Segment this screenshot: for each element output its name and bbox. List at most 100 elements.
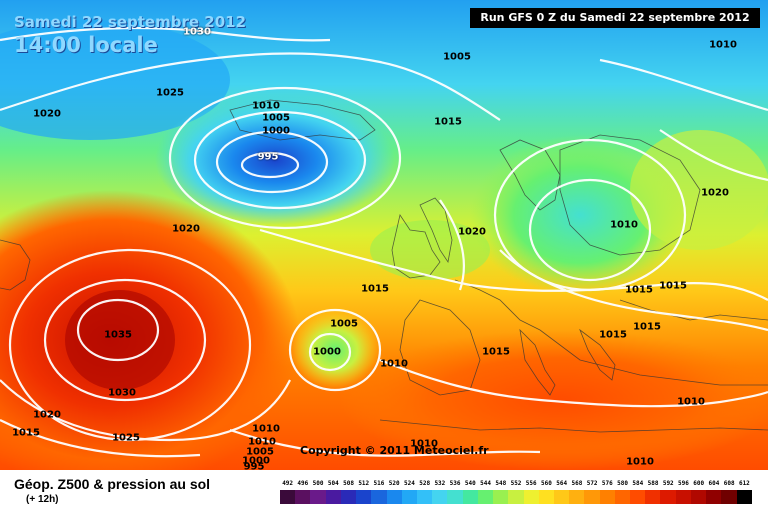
color-scale-cell bbox=[432, 490, 448, 504]
color-scale-cell bbox=[371, 490, 387, 504]
isobar-label: 1015 bbox=[482, 346, 510, 358]
color-scale-cell bbox=[416, 490, 433, 504]
color-scale-cell bbox=[660, 490, 676, 504]
color-scale-cell bbox=[325, 490, 341, 504]
isobar-label: 1000 bbox=[242, 455, 270, 467]
isobar-label: 1005 bbox=[262, 112, 290, 124]
color-scale: 492 496 500 504 508 512 516 520 524 528 532 536 540 5… bbox=[280, 480, 752, 508]
color-scale-labels: 492 496 500 504 508 512 516 520 524 528 532 536 540 5… bbox=[280, 480, 752, 490]
isobar-label: 1010 bbox=[709, 39, 737, 51]
isobar-label: 1000 bbox=[262, 125, 290, 137]
color-scale-label: 572 bbox=[586, 480, 598, 487]
color-scale-cell bbox=[523, 490, 539, 504]
copyright-text: Copyright © 2011 Meteociel.fr bbox=[300, 444, 489, 457]
isobar-label: 1035 bbox=[104, 329, 132, 341]
color-scale-cell bbox=[736, 490, 752, 504]
color-scale-cell bbox=[706, 490, 722, 504]
isobar-label: 1005 bbox=[330, 318, 358, 330]
color-scale-label: 580 bbox=[617, 480, 628, 487]
color-scale-cell bbox=[690, 490, 707, 504]
color-scale-label: 612 bbox=[738, 480, 750, 487]
isobar-label: 1015 bbox=[625, 284, 653, 296]
color-scale-label: 540 bbox=[464, 480, 476, 487]
color-scale-label: 604 bbox=[708, 480, 720, 487]
color-scale-label: 568 bbox=[571, 480, 583, 487]
map-date-title: Samedi 22 septembre 2012 bbox=[14, 13, 247, 31]
isobar-label: 1020 bbox=[701, 187, 729, 199]
map-time-title: 14:00 locale bbox=[14, 33, 158, 57]
color-scale-cell bbox=[386, 490, 402, 504]
color-scale-cell bbox=[462, 490, 478, 504]
color-scale-label: 556 bbox=[525, 480, 537, 487]
isobar-label: 1030 bbox=[183, 26, 211, 38]
color-scale-label: 532 bbox=[434, 480, 446, 487]
color-scale-cell bbox=[447, 490, 463, 504]
isobar-label: 1020 bbox=[458, 226, 486, 238]
pressure-field bbox=[0, 0, 768, 470]
color-scale-label: 536 bbox=[449, 480, 461, 487]
color-scale-label: 512 bbox=[358, 480, 370, 487]
color-scale-label: 492 bbox=[282, 480, 294, 487]
weather-map: Samedi 22 septembre 2012 14:00 locale Ru… bbox=[0, 0, 768, 470]
isobar-label: 1015 bbox=[599, 329, 627, 341]
color-scale-cell bbox=[340, 490, 357, 504]
isobar-label: 1005 bbox=[443, 51, 471, 63]
color-scale-label: 552 bbox=[510, 480, 522, 487]
color-scale-label: 588 bbox=[647, 480, 659, 487]
color-scale-cell bbox=[310, 490, 326, 504]
color-scale-bar bbox=[280, 490, 752, 504]
color-scale-cell bbox=[569, 490, 585, 504]
color-scale-label: 544 bbox=[480, 480, 491, 487]
color-scale-cell bbox=[614, 490, 631, 504]
isobar-label: 1010 bbox=[410, 438, 438, 450]
isobar-label: 1010 bbox=[252, 100, 280, 112]
isobar-label: 1000 bbox=[313, 346, 341, 358]
isobar-label: 1010 bbox=[626, 456, 654, 468]
isobar-label: 1015 bbox=[12, 427, 40, 439]
color-scale-label: 548 bbox=[495, 480, 507, 487]
color-scale-cell bbox=[280, 490, 296, 504]
color-scale-cell bbox=[584, 490, 600, 504]
isobar-label: 1015 bbox=[659, 280, 687, 292]
color-scale-label: 500 bbox=[312, 480, 324, 487]
color-scale-label: 584 bbox=[632, 480, 644, 487]
color-scale-cell bbox=[630, 490, 646, 504]
isobar-label: 1020 bbox=[33, 409, 61, 421]
color-scale-cell bbox=[599, 490, 615, 504]
color-scale-label: 496 bbox=[297, 480, 309, 487]
color-scale-cell bbox=[553, 490, 570, 504]
color-scale-cell bbox=[721, 490, 737, 504]
color-scale-label: 600 bbox=[693, 480, 705, 487]
isobar-label: 1020 bbox=[33, 108, 61, 120]
isobar-label: 1015 bbox=[361, 283, 389, 295]
legend-title: Géop. Z500 & pression au sol bbox=[14, 476, 211, 492]
color-scale-cell bbox=[508, 490, 524, 504]
color-scale-cell bbox=[477, 490, 494, 504]
color-scale-cell bbox=[645, 490, 661, 504]
color-scale-cell bbox=[493, 490, 509, 504]
isobar-label: 1030 bbox=[108, 387, 136, 399]
isobar-label: 995 bbox=[257, 151, 279, 163]
color-scale-label: 560 bbox=[541, 480, 552, 487]
color-scale-label: 608 bbox=[723, 480, 735, 487]
isobar-label: 1020 bbox=[172, 223, 200, 235]
isobar-label: 1005 bbox=[246, 446, 274, 458]
color-scale-label: 508 bbox=[343, 480, 354, 487]
isobar-label: 995 bbox=[243, 461, 265, 471]
color-scale-label: 520 bbox=[388, 480, 400, 487]
isobar-label: 1025 bbox=[112, 432, 140, 444]
color-scale-label: 576 bbox=[601, 480, 613, 487]
color-scale-cell bbox=[295, 490, 311, 504]
color-scale-label: 596 bbox=[678, 480, 689, 487]
isobar-label: 1015 bbox=[434, 116, 462, 128]
color-scale-label: 528 bbox=[419, 480, 431, 487]
isobar-label: 1010 bbox=[380, 358, 408, 370]
isobar-label: 1015 bbox=[633, 321, 661, 333]
isobar-label: 1010 bbox=[248, 436, 276, 448]
isobar-label: 1010 bbox=[610, 219, 638, 231]
color-scale-cell bbox=[538, 490, 554, 504]
legend-subtitle: (+ 12h) bbox=[26, 494, 59, 505]
color-scale-cell bbox=[675, 490, 691, 504]
color-scale-cell bbox=[356, 490, 372, 504]
color-scale-label: 564 bbox=[556, 480, 568, 487]
